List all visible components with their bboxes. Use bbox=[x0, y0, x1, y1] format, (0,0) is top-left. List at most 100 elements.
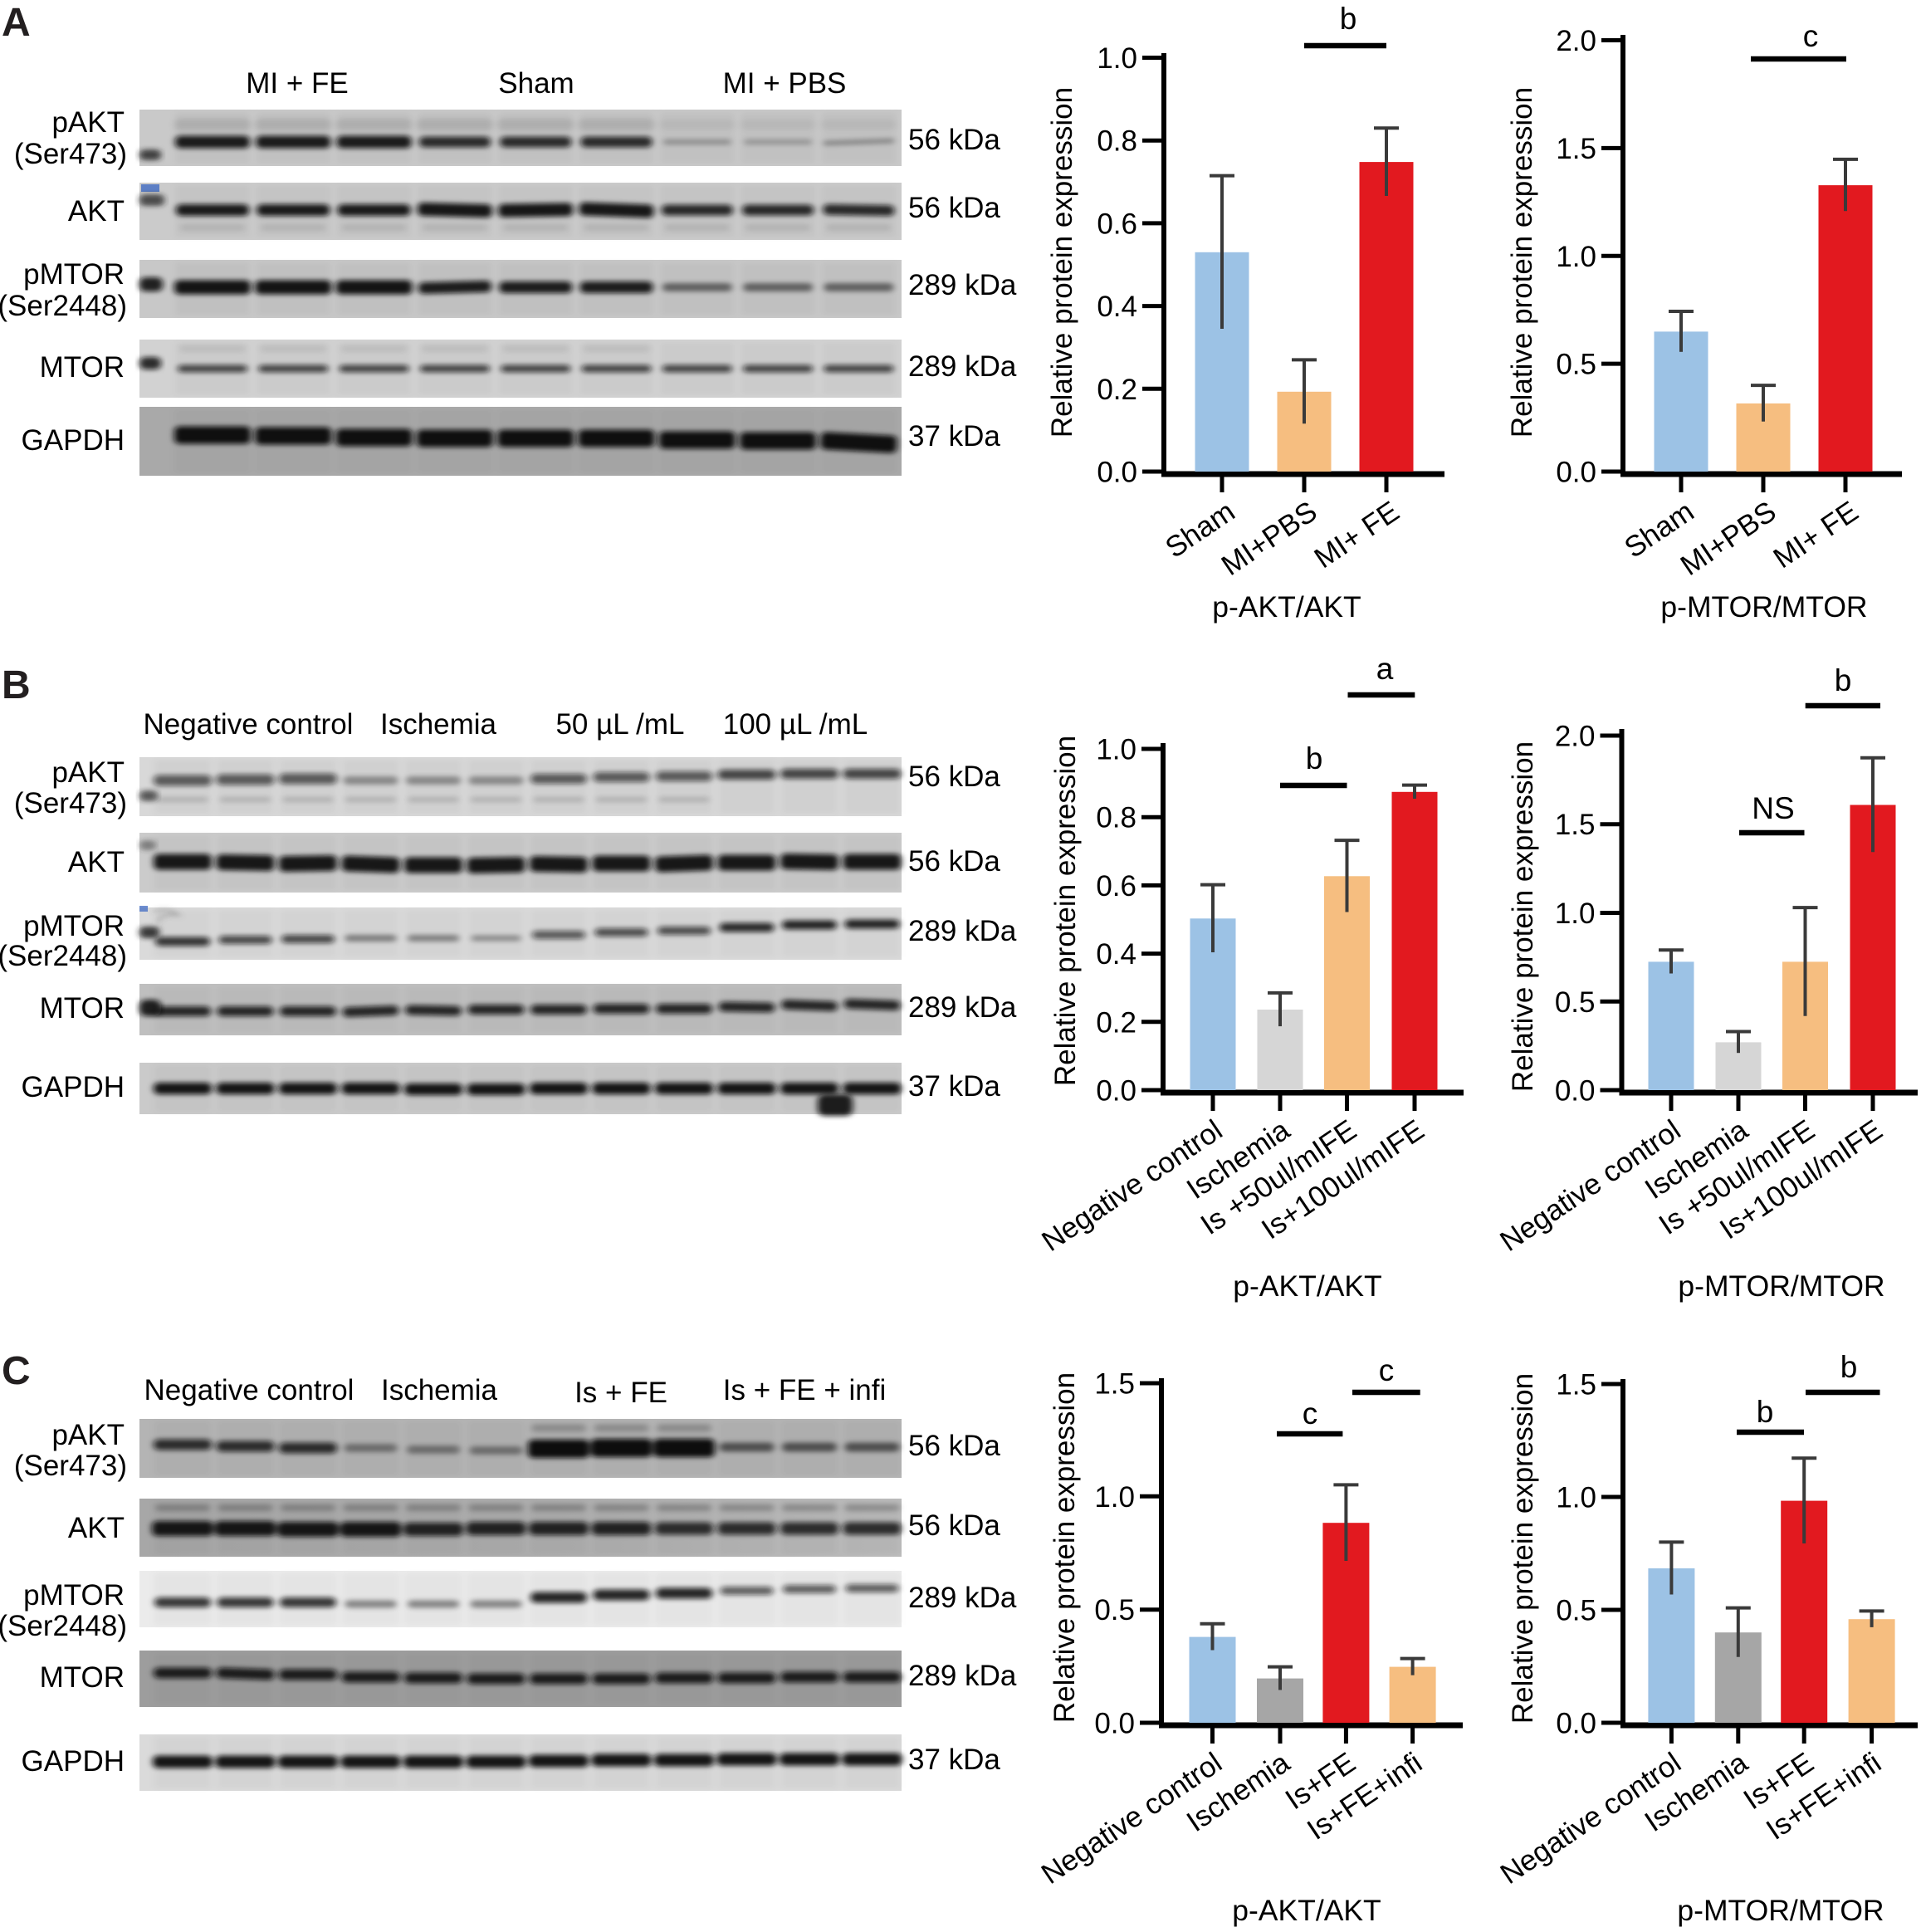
svg-text:Negative control: Negative control bbox=[144, 1374, 354, 1406]
svg-text:56 kDa: 56 kDa bbox=[908, 761, 1000, 793]
svg-text:0.8: 0.8 bbox=[1097, 125, 1137, 158]
svg-text:pMTOR: pMTOR bbox=[23, 910, 125, 942]
svg-text:289 kDa: 289 kDa bbox=[908, 269, 1017, 301]
svg-text:0.0: 0.0 bbox=[1556, 1708, 1596, 1740]
svg-text:1.5: 1.5 bbox=[1556, 133, 1596, 165]
svg-text:GAPDH: GAPDH bbox=[22, 424, 125, 457]
svg-text:pAKT: pAKT bbox=[51, 106, 125, 139]
svg-text:MI + PBS: MI + PBS bbox=[723, 67, 847, 100]
svg-text:289 kDa: 289 kDa bbox=[908, 350, 1017, 383]
svg-text:(Ser473): (Ser473) bbox=[14, 787, 127, 819]
svg-text:0.5: 0.5 bbox=[1556, 1595, 1596, 1627]
svg-text:p-AKT/AKT: p-AKT/AKT bbox=[1212, 590, 1361, 624]
svg-text:p-MTOR/MTOR: p-MTOR/MTOR bbox=[1660, 590, 1867, 624]
svg-text:0.0: 0.0 bbox=[1556, 457, 1596, 489]
svg-text:AKT: AKT bbox=[68, 1512, 125, 1544]
svg-text:MTOR: MTOR bbox=[40, 351, 125, 384]
svg-text:56 kDa: 56 kDa bbox=[908, 845, 1000, 878]
svg-text:1.0: 1.0 bbox=[1555, 898, 1596, 930]
svg-text:AKT: AKT bbox=[68, 846, 125, 878]
svg-text:MI + FE: MI + FE bbox=[246, 67, 349, 100]
svg-text:MTOR: MTOR bbox=[40, 992, 125, 1025]
svg-text:0.5: 0.5 bbox=[1094, 1594, 1135, 1626]
svg-text:Relative protein expression: Relative protein expression bbox=[1507, 741, 1539, 1092]
svg-text:56 kDa: 56 kDa bbox=[908, 124, 1000, 156]
svg-text:b: b bbox=[1340, 2, 1357, 36]
svg-text:0.5: 0.5 bbox=[1556, 349, 1596, 381]
svg-text:1.5: 1.5 bbox=[1555, 809, 1596, 841]
svg-text:(Ser473): (Ser473) bbox=[14, 1450, 127, 1482]
svg-text:0.0: 0.0 bbox=[1555, 1075, 1596, 1108]
svg-text:Relative protein expression: Relative protein expression bbox=[1046, 87, 1078, 438]
svg-text:Is + FE: Is + FE bbox=[574, 1377, 667, 1409]
svg-text:MTOR: MTOR bbox=[40, 1661, 125, 1694]
svg-text:Sham: Sham bbox=[498, 67, 574, 100]
svg-text:(Ser2448): (Ser2448) bbox=[0, 1610, 127, 1642]
svg-text:B: B bbox=[2, 663, 31, 707]
svg-text:1.0: 1.0 bbox=[1556, 1482, 1596, 1514]
svg-text:0.6: 0.6 bbox=[1096, 870, 1136, 902]
svg-text:0.2: 0.2 bbox=[1096, 1006, 1136, 1039]
svg-text:GAPDH: GAPDH bbox=[22, 1745, 125, 1778]
svg-text:Relative protein expression: Relative protein expression bbox=[1049, 736, 1082, 1086]
svg-text:289 kDa: 289 kDa bbox=[908, 915, 1017, 947]
svg-text:b: b bbox=[1306, 741, 1323, 775]
svg-text:c: c bbox=[1803, 19, 1819, 53]
svg-text:a: a bbox=[1376, 652, 1394, 686]
svg-text:0.2: 0.2 bbox=[1097, 374, 1137, 406]
svg-text:Ischemia: Ischemia bbox=[381, 1374, 498, 1406]
svg-text:AKT: AKT bbox=[68, 195, 125, 227]
svg-text:289 kDa: 289 kDa bbox=[908, 991, 1017, 1024]
svg-text:37 kDa: 37 kDa bbox=[908, 1744, 1000, 1776]
svg-text:pMTOR: pMTOR bbox=[23, 1579, 125, 1612]
svg-text:p-MTOR/MTOR: p-MTOR/MTOR bbox=[1677, 1894, 1884, 1927]
svg-text:0.0: 0.0 bbox=[1094, 1708, 1135, 1740]
svg-text:b: b bbox=[1757, 1395, 1774, 1429]
svg-text:(Ser2448): (Ser2448) bbox=[0, 940, 127, 972]
svg-text:Relative protein expression: Relative protein expression bbox=[1507, 1373, 1539, 1724]
svg-text:c: c bbox=[1379, 1353, 1395, 1387]
svg-text:37 kDa: 37 kDa bbox=[908, 420, 1000, 452]
svg-text:1.0: 1.0 bbox=[1096, 734, 1136, 766]
svg-text:0.4: 0.4 bbox=[1096, 938, 1136, 971]
svg-text:p-AKT/AKT: p-AKT/AKT bbox=[1233, 1269, 1382, 1303]
svg-text:2.0: 2.0 bbox=[1555, 721, 1596, 753]
svg-text:37 kDa: 37 kDa bbox=[908, 1070, 1000, 1103]
svg-text:pMTOR: pMTOR bbox=[23, 258, 125, 291]
svg-text:pAKT: pAKT bbox=[51, 756, 125, 789]
svg-text:Relative protein expression: Relative protein expression bbox=[1506, 87, 1538, 438]
svg-text:56 kDa: 56 kDa bbox=[908, 192, 1000, 224]
svg-text:100 µL /mL: 100 µL /mL bbox=[723, 708, 868, 741]
svg-text:p-MTOR/MTOR: p-MTOR/MTOR bbox=[1678, 1269, 1884, 1303]
svg-text:1.0: 1.0 bbox=[1094, 1481, 1135, 1514]
svg-text:Relative protein expression: Relative protein expression bbox=[1048, 1372, 1081, 1723]
svg-text:p-AKT/AKT: p-AKT/AKT bbox=[1232, 1894, 1381, 1927]
svg-text:0.4: 0.4 bbox=[1097, 291, 1137, 323]
svg-text:c: c bbox=[1303, 1396, 1318, 1431]
svg-text:0.5: 0.5 bbox=[1555, 986, 1596, 1019]
svg-text:0.0: 0.0 bbox=[1097, 457, 1137, 489]
svg-text:0.8: 0.8 bbox=[1096, 802, 1136, 834]
svg-text:b: b bbox=[1840, 1350, 1858, 1384]
svg-text:1.0: 1.0 bbox=[1556, 241, 1596, 273]
svg-text:1.0: 1.0 bbox=[1097, 42, 1137, 75]
svg-text:2.0: 2.0 bbox=[1556, 25, 1596, 57]
svg-text:0.6: 0.6 bbox=[1097, 208, 1137, 240]
svg-text:Negative control: Negative control bbox=[144, 708, 354, 741]
svg-text:A: A bbox=[2, 1, 31, 45]
svg-text:(Ser473): (Ser473) bbox=[14, 138, 127, 170]
svg-text:0.0: 0.0 bbox=[1096, 1075, 1136, 1108]
svg-text:289 kDa: 289 kDa bbox=[908, 1582, 1017, 1614]
svg-text:Ischemia: Ischemia bbox=[380, 708, 497, 741]
svg-text:GAPDH: GAPDH bbox=[22, 1071, 125, 1103]
svg-text:C: C bbox=[2, 1349, 31, 1393]
svg-text:NS: NS bbox=[1752, 791, 1794, 825]
svg-text:b: b bbox=[1835, 663, 1852, 697]
svg-text:289 kDa: 289 kDa bbox=[908, 1660, 1017, 1692]
svg-text:56 kDa: 56 kDa bbox=[908, 1509, 1000, 1542]
svg-text:Is + FE + infi: Is + FE + infi bbox=[723, 1374, 886, 1406]
svg-text:1.5: 1.5 bbox=[1094, 1368, 1135, 1401]
svg-text:(Ser2448): (Ser2448) bbox=[0, 290, 127, 322]
svg-text:pAKT: pAKT bbox=[51, 1419, 125, 1451]
svg-text:1.5: 1.5 bbox=[1556, 1369, 1596, 1401]
